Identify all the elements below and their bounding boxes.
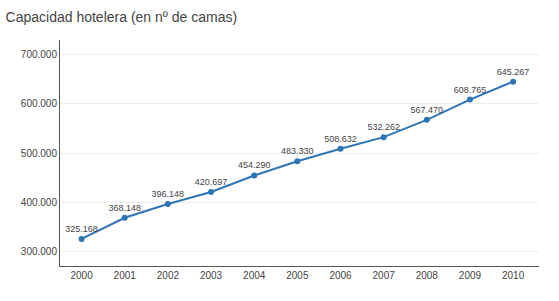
svg-text:700.000: 700.000: [21, 49, 58, 60]
svg-text:2008: 2008: [416, 270, 439, 281]
svg-text:2004: 2004: [243, 270, 266, 281]
svg-text:2001: 2001: [114, 270, 137, 281]
svg-text:600.000: 600.000: [21, 98, 58, 109]
svg-text:508.632: 508.632: [324, 134, 357, 144]
svg-text:400.000: 400.000: [21, 197, 58, 208]
svg-text:2010: 2010: [502, 270, 525, 281]
svg-text:2005: 2005: [286, 270, 309, 281]
svg-text:454.290: 454.290: [238, 160, 271, 170]
svg-text:396.148: 396.148: [152, 189, 185, 199]
svg-text:2009: 2009: [459, 270, 482, 281]
svg-text:300.000: 300.000: [21, 246, 58, 257]
svg-text:2003: 2003: [200, 270, 223, 281]
svg-text:500.000: 500.000: [21, 148, 58, 159]
svg-text:2006: 2006: [329, 270, 352, 281]
svg-text:2002: 2002: [157, 270, 180, 281]
svg-text:2007: 2007: [373, 270, 396, 281]
svg-text:532.262: 532.262: [367, 122, 400, 132]
svg-text:Capacidad hotelera (en nº de c: Capacidad hotelera (en nº de camas): [6, 9, 238, 25]
svg-text:2000: 2000: [70, 270, 93, 281]
svg-text:608.765: 608.765: [454, 85, 487, 95]
svg-text:325.168: 325.168: [65, 224, 98, 234]
svg-text:645.267: 645.267: [497, 67, 530, 77]
svg-text:420.697: 420.697: [195, 177, 228, 187]
svg-text:368.148: 368.148: [108, 203, 141, 213]
svg-text:567.470: 567.470: [411, 105, 444, 115]
svg-text:483.330: 483.330: [281, 146, 314, 156]
